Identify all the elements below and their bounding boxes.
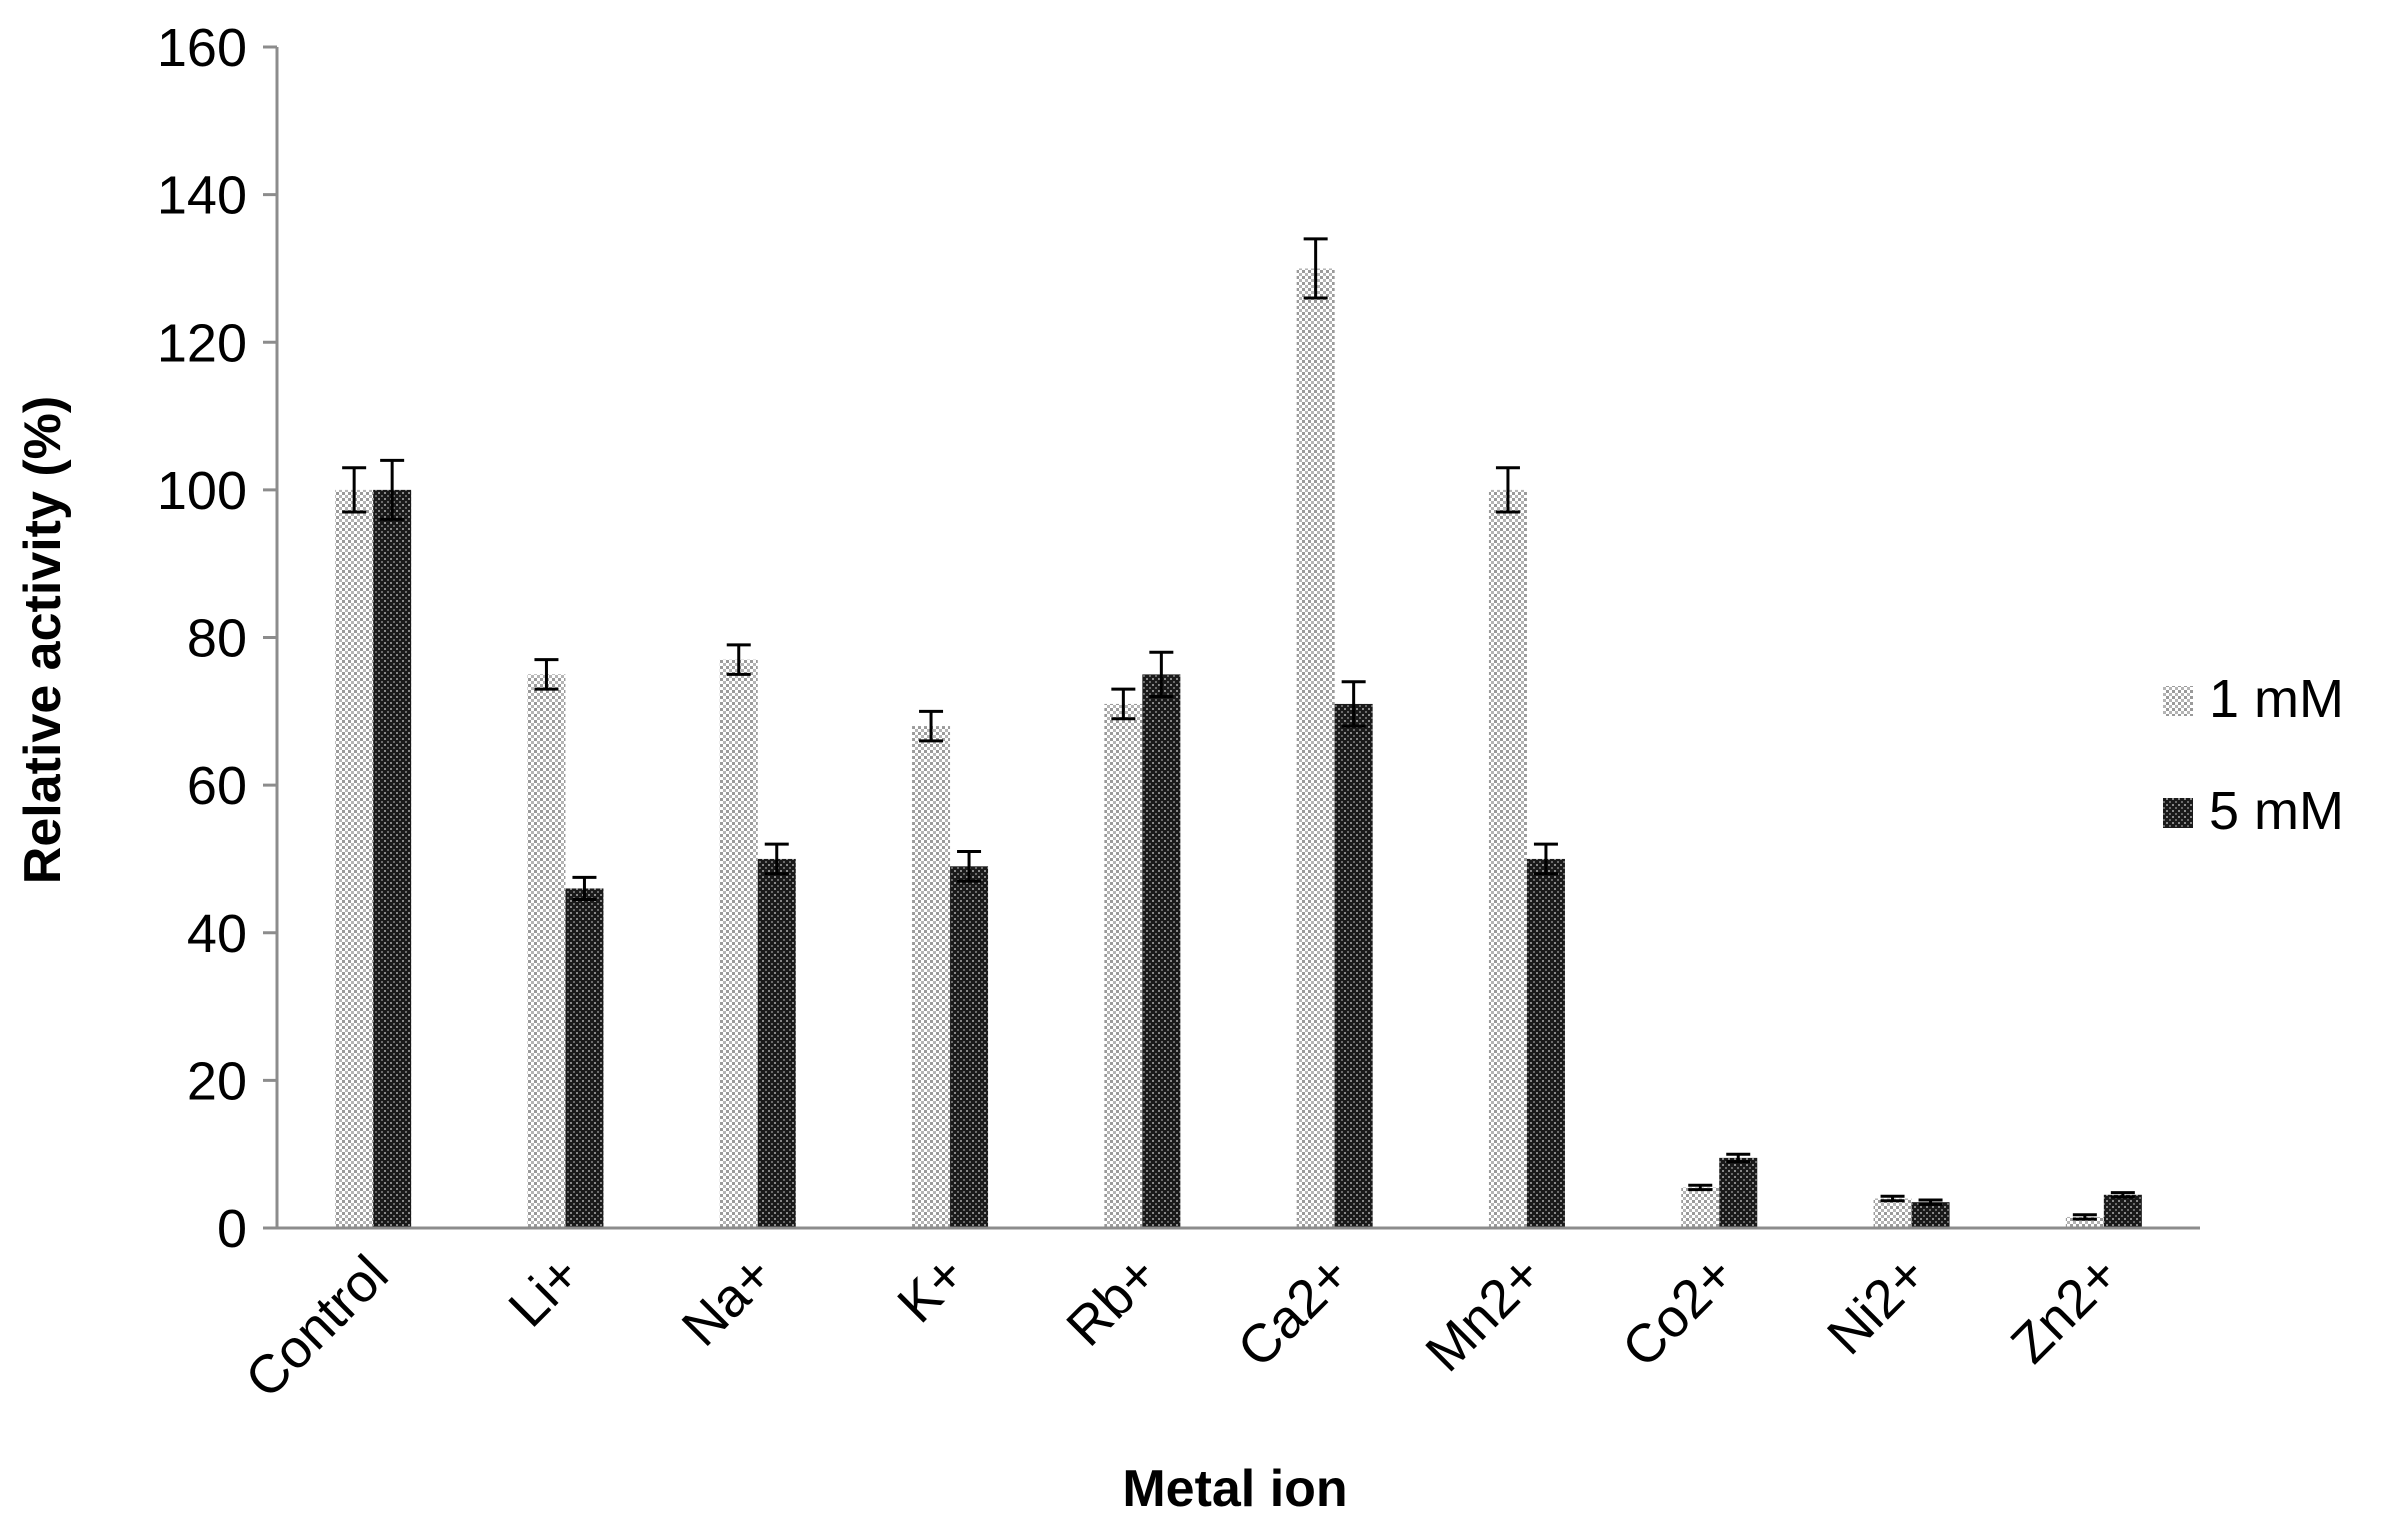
legend-swatch [2163, 798, 2193, 828]
legend-item: 5 mM [2163, 781, 2344, 841]
error-bar [1880, 1194, 1905, 1203]
legend: 1 mM 5 mM [2163, 669, 2344, 841]
chart-axes [263, 45, 2200, 1230]
bar-1mm-ni2plus [1873, 1198, 1912, 1228]
y-tick-label: 80 [187, 609, 247, 669]
bar-1mm-co2plus [1681, 1187, 1720, 1228]
x-tick-label: Ca2+ [1226, 1244, 1361, 1379]
bar-5mm-zn2plus [2103, 1194, 2142, 1228]
x-tick-label: Ni2+ [1816, 1244, 1938, 1366]
y-tick-label: 60 [187, 756, 247, 816]
y-tick-label: 0 [217, 1199, 247, 1259]
error-bar [1726, 1152, 1751, 1164]
error-bar [1533, 842, 1558, 876]
y-tick-label: 100 [157, 461, 247, 521]
error-bar [572, 875, 597, 902]
bar-5mm-liplus [565, 888, 604, 1228]
error-bar [1111, 687, 1136, 721]
bar-5mm-control [373, 489, 412, 1228]
bar-1mm-control [335, 489, 374, 1228]
error-bar [957, 850, 982, 883]
error-bar [764, 842, 789, 876]
error-bar [1495, 466, 1520, 514]
error-bar [726, 643, 751, 676]
bar-5mm-kplus [950, 866, 989, 1228]
bar-5mm-ca2plus [1334, 703, 1373, 1228]
y-tick-label: 160 [157, 18, 247, 78]
bar-5mm-naplus [757, 858, 796, 1228]
error-bar [1303, 237, 1328, 300]
legend-swatch [2163, 686, 2193, 716]
bar-1mm-zn2plus [2065, 1216, 2104, 1228]
error-bar [1341, 680, 1366, 728]
x-tick-label: Na+ [671, 1244, 785, 1358]
bar-5mm-co2plus [1719, 1157, 1758, 1228]
bar-1mm-ca2plus [1296, 268, 1335, 1228]
y-tick-label: 40 [187, 904, 247, 964]
y-axis-title: Relative activity (%) [14, 396, 72, 884]
error-bar [1918, 1198, 1943, 1206]
x-tick-label: Li+ [497, 1244, 591, 1338]
bar-1mm-mn2plus [1488, 489, 1527, 1228]
y-tick-label: 140 [157, 166, 247, 226]
bar-5mm-ni2plus [1911, 1202, 1950, 1228]
x-tick-label: Mn2+ [1414, 1244, 1553, 1383]
bar-5mm-rbplus [1142, 674, 1181, 1228]
error-bar [919, 709, 944, 743]
y-tick-label: 20 [187, 1051, 247, 1111]
x-tick-label: Control [234, 1244, 400, 1410]
x-tick-label: Rb+ [1055, 1244, 1169, 1358]
x-tick-label: K+ [886, 1244, 976, 1334]
legend-label: 1 mM [2209, 669, 2344, 729]
x-tick-label: Zn2+ [2000, 1244, 2131, 1375]
error-bar [380, 458, 405, 521]
error-bar [342, 466, 367, 514]
x-tick-label: Co2+ [1611, 1244, 1746, 1379]
error-bar [2072, 1213, 2097, 1221]
bar-1mm-naplus [719, 659, 758, 1228]
bar-1mm-rbplus [1104, 703, 1143, 1228]
y-tick-label: 120 [157, 313, 247, 373]
error-bar [2110, 1191, 2135, 1199]
bar-1mm-liplus [527, 674, 566, 1228]
legend-label: 5 mM [2209, 781, 2344, 841]
chart-marks [335, 237, 2142, 1228]
bar-1mm-kplus [912, 726, 951, 1228]
x-axis-title: Metal ion [1122, 1460, 1347, 1518]
error-bar [1688, 1183, 1713, 1192]
error-bar [1149, 650, 1174, 699]
bar-5mm-mn2plus [1526, 858, 1565, 1228]
error-bar [534, 658, 559, 691]
legend-item: 1 mM [2163, 669, 2344, 729]
